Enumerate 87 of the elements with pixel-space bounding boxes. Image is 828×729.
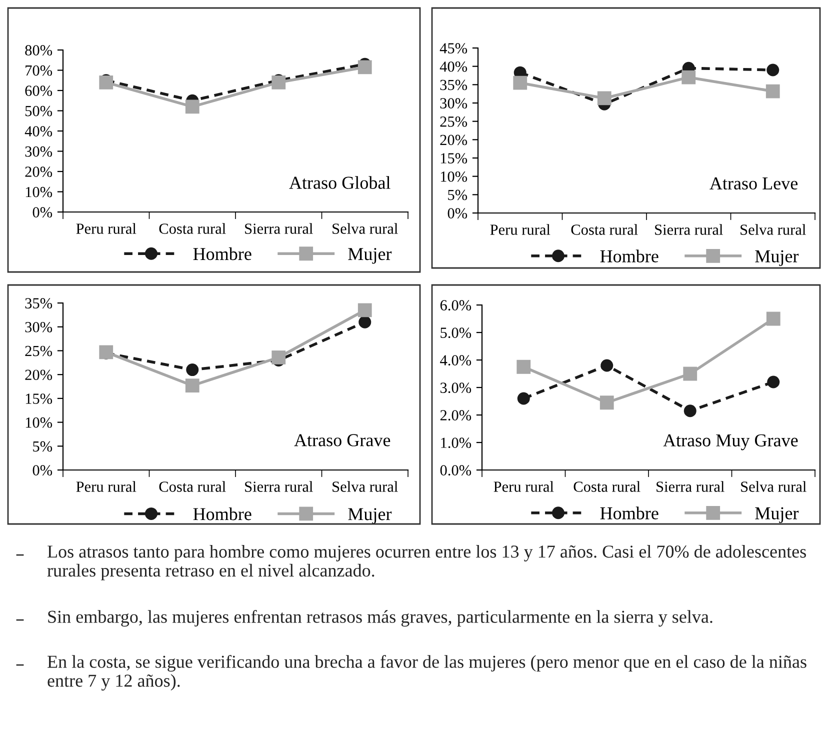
y-tick-label: 5%	[448, 190, 468, 200]
legend-label: Mujer	[348, 508, 392, 524]
point	[766, 84, 780, 98]
annotation: Atraso Grave	[294, 434, 390, 446]
legend-label: Mujer	[755, 250, 799, 266]
y-tick-label: 80%	[25, 45, 52, 56]
x-tick-label: Costa rural	[159, 223, 226, 234]
point	[682, 70, 696, 84]
x-tick-label: Peru rural	[76, 481, 136, 492]
y-tick-label: 40%	[440, 61, 468, 72]
y-tick-label: 10%	[440, 171, 468, 182]
point	[99, 75, 114, 90]
point	[185, 378, 200, 392]
y-tick-label: 30%	[25, 322, 52, 332]
point	[516, 360, 531, 374]
y-tick-label: 15%	[440, 153, 468, 164]
y-tick-label: 0%	[448, 208, 468, 218]
y-tick-label: 35%	[440, 80, 468, 90]
legend-label: Hombre	[193, 508, 252, 520]
legend-label: Mujer	[755, 507, 799, 524]
y-tick-label: 40%	[24, 126, 52, 136]
legend-label: Hombre	[600, 506, 658, 520]
y-tick-label: 50%	[25, 106, 52, 116]
y-tick-label: 20%	[25, 370, 52, 380]
y-tick-label: 0%	[32, 465, 52, 476]
point	[597, 91, 612, 106]
point	[517, 392, 530, 405]
y-tick-label: 10%	[26, 186, 52, 198]
annotation: Atraso Global	[289, 176, 390, 189]
point	[766, 312, 780, 326]
y-tick-label: 0.0%	[440, 465, 472, 476]
x-tick-label: Sierra rural	[245, 223, 313, 234]
point	[358, 60, 372, 74]
x-tick-label: Peru rural	[494, 481, 554, 492]
point	[684, 404, 696, 418]
y-tick-label: 35%	[25, 298, 52, 308]
x-tick-label: Costa rural	[571, 224, 638, 235]
y-tick-label: 30%	[440, 98, 468, 108]
y-tick-label: 10%	[26, 417, 52, 428]
y-tick-label: 20%	[25, 166, 52, 177]
x-tick-label: Selva rural	[741, 481, 806, 492]
text: En la costa, se sigue verificando una brecha a favor de las mujeres (pero menor que en el caso de la niñas entre 7 y 12 años).	[48, 655, 806, 691]
y-tick-label: 2.0%	[440, 410, 472, 421]
y-tick-label: 6.0%	[440, 300, 472, 311]
y-tick-label: 60%	[25, 86, 52, 96]
legend-label: Hombre	[600, 250, 658, 262]
y-tick-label: 45%	[440, 43, 468, 54]
y-tick-label: 30%	[25, 146, 52, 157]
x-tick-label: Peru rural	[490, 224, 550, 235]
y-tick-label: 20%	[440, 134, 468, 146]
x-tick-label: Selva rural	[332, 223, 398, 234]
y-tick-label: 70%	[26, 65, 52, 76]
text: Los atrasos tanto para hombre como mujeres ocurren entre los 13 y 17 años. Casi el 70% de adolescentes rurales presenta retraso en el nivel alcanzado.	[47, 545, 806, 580]
point	[513, 76, 528, 90]
y-tick-label: 15%	[26, 394, 52, 404]
point	[186, 364, 199, 376]
y-tick-label: 5%	[33, 441, 52, 452]
y-tick-label: 5.0%	[440, 328, 472, 338]
x-tick-label: Peru rural	[76, 223, 136, 234]
x-tick-label: Costa rural	[574, 481, 640, 492]
annotation: Atraso Leve	[710, 177, 798, 190]
point	[358, 316, 372, 328]
point	[600, 359, 614, 372]
point	[272, 350, 286, 364]
legend-label: Hombre	[193, 247, 252, 260]
y-tick-label: 25%	[25, 346, 52, 356]
x-tick-label: Sierra rural	[245, 481, 313, 492]
x-tick-label: Sierra rural	[655, 224, 723, 235]
point	[766, 64, 780, 76]
point	[358, 303, 372, 318]
x-tick-label: Costa rural	[159, 481, 226, 492]
annotation: Atraso Muy Grave	[663, 434, 798, 450]
text: Sin embargo, las mujeres enfrentan retrasos más graves, particularmente en la sierra y selva.	[48, 610, 712, 627]
point	[272, 75, 286, 90]
point	[683, 366, 698, 381]
y-tick-label: 4.0%	[440, 355, 472, 366]
y-tick-label: 1.0%	[441, 438, 472, 448]
point	[185, 100, 200, 114]
y-tick-label: 3.0%	[440, 382, 472, 394]
x-tick-label: Selva rural	[740, 224, 806, 235]
point	[767, 376, 780, 388]
x-tick-label: Selva rural	[332, 481, 398, 492]
legend-label: Mujer	[348, 248, 392, 264]
y-tick-label: 0%	[32, 207, 52, 218]
point	[600, 396, 614, 410]
x-tick-label: Sierra rural	[656, 481, 724, 492]
y-tick-label: 25%	[440, 116, 468, 127]
